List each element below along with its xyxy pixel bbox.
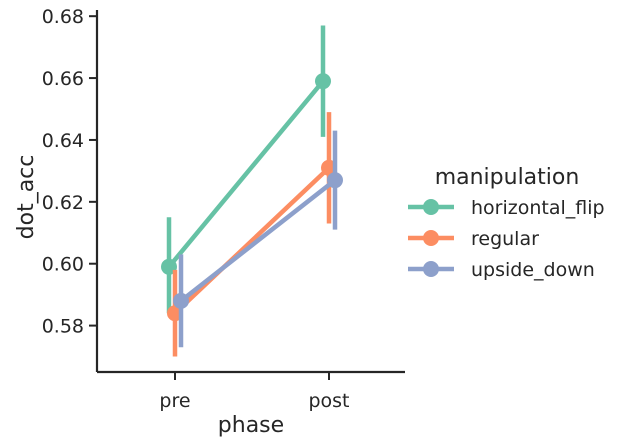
- x-tick-label: post: [308, 390, 349, 412]
- data-point: [327, 172, 343, 189]
- y-tick-label: 0.66: [42, 68, 84, 90]
- series-line: [166, 78, 326, 270]
- y-tick-label: 0.62: [42, 192, 84, 214]
- y-tick-label: 0.60: [42, 254, 84, 276]
- series-line: [178, 177, 338, 304]
- series-regular: [167, 112, 337, 357]
- legend-item-regular: regular: [408, 228, 539, 250]
- legend-item-upside_down: upside_down: [408, 259, 595, 281]
- x-tick-label: pre: [159, 390, 190, 412]
- legend-swatch-marker: [423, 199, 439, 215]
- legend-item-horizontal_flip: horizontal_flip: [408, 197, 605, 219]
- data-point: [315, 73, 331, 90]
- series-horizontal_flip: [161, 25, 331, 314]
- legend-label: upside_down: [471, 259, 595, 281]
- y-tick-label: 0.58: [42, 316, 84, 338]
- x-axis-label: phase: [218, 413, 284, 438]
- y-axis-label: dot_acc: [14, 155, 39, 240]
- y-tick-label: 0.64: [42, 130, 84, 152]
- x-axis: pre post: [97, 370, 405, 412]
- y-axis: 0.58 0.60 0.62 0.64 0.66 0.68: [42, 6, 99, 372]
- series-upside_down: [173, 130, 343, 348]
- series-line: [172, 165, 332, 316]
- legend-swatch-marker: [423, 230, 439, 246]
- y-tick-label: 0.68: [42, 6, 84, 28]
- data-point: [173, 292, 189, 309]
- legend-label: horizontal_flip: [471, 197, 605, 219]
- legend-title: manipulation: [435, 165, 580, 190]
- legend-label: regular: [471, 228, 539, 250]
- legend-swatch-marker: [423, 261, 439, 277]
- plot-area: [161, 25, 343, 357]
